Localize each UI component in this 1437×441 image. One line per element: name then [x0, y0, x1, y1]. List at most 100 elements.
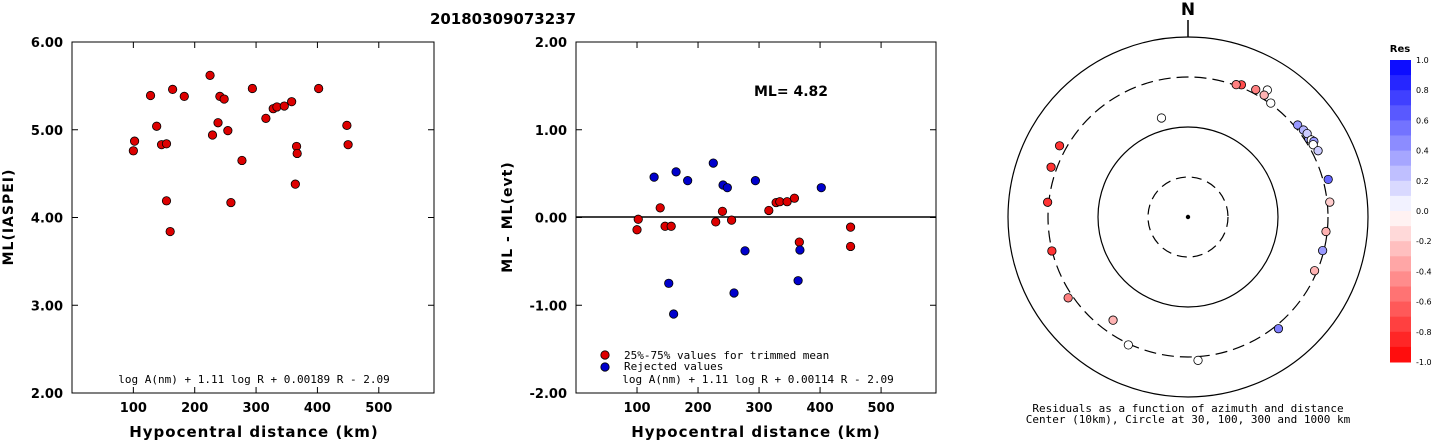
x-tick-label: 400 [304, 401, 331, 416]
rejected-point [671, 167, 681, 177]
data-point [219, 94, 229, 104]
station-marker [1251, 85, 1261, 95]
station-marker [1273, 324, 1284, 334]
trimmed-point [764, 205, 774, 216]
rejected-point [664, 278, 674, 288]
ring-300km [1047, 76, 1329, 358]
data-point [226, 197, 236, 208]
station-marker [1156, 113, 1167, 123]
station-marker [1293, 120, 1303, 130]
colorbar-tick-label: 0.0 [1416, 207, 1429, 216]
trimmed-point [666, 221, 676, 231]
y-tick-label: 0.00 [535, 212, 567, 227]
data-point [287, 97, 297, 107]
data-point [161, 139, 172, 149]
caption-line-2: Center (10km), Circle at 30, 100, 300 an… [1026, 413, 1351, 426]
trimmed-point [845, 222, 856, 232]
plot-frame [71, 41, 435, 394]
data-points [632, 158, 856, 319]
data-point [152, 121, 162, 131]
station-marker [1309, 266, 1320, 276]
colorbar-tick-label: -1.0 [1416, 358, 1432, 367]
colorbar-tick-label: -0.8 [1416, 328, 1432, 337]
data-point [342, 120, 352, 130]
colorbar-title: Res [1390, 44, 1410, 55]
trimmed-point [845, 241, 856, 252]
trimmed-point [794, 237, 804, 247]
x-axis-label: Hypocentral distance (km) [129, 423, 379, 441]
rejected-point [795, 245, 805, 255]
colorbar-segment [1390, 211, 1411, 227]
colorbar-segment [1390, 180, 1411, 197]
ring-100km [1097, 126, 1279, 308]
formula-label: log A(nm) + 1.11 log R + 0.00189 R - 2.0… [118, 373, 390, 386]
colorbar-segment [1390, 331, 1411, 348]
station-marker [1123, 340, 1133, 350]
colorbar-segment [1390, 271, 1411, 287]
magnitude-vs-distance-chart: 100 200 300 400 500 2.00 3.00 4.00 5.00 6.00 log … [1, 36, 435, 441]
y-tick-label: 2.00 [31, 387, 63, 402]
distance-rings [1007, 36, 1369, 398]
data-point [179, 91, 189, 102]
station-marker [1302, 128, 1312, 139]
azimuth-residual-chart: N Residuals as a function of azimuth and… [1007, 0, 1432, 426]
rejected-point [740, 246, 750, 256]
colorbar-segment [1390, 105, 1411, 121]
colorbar-segment [1390, 60, 1411, 76]
station-marker [1063, 293, 1073, 303]
event-title: 20180309073237 [430, 10, 576, 28]
data-point [314, 83, 324, 94]
colorbar-segment [1390, 75, 1411, 91]
data-point [247, 83, 257, 94]
axis-ticks: 100 200 300 400 500 2.00 3.00 4.00 5.00 6.00 [31, 36, 434, 416]
colorbar-segment [1390, 241, 1411, 257]
y-axis-label: ML(IASPEI) [1, 169, 17, 266]
data-point [207, 130, 218, 140]
trimmed-point [717, 206, 728, 216]
data-point [205, 70, 215, 80]
y-tick-label: 1.00 [535, 124, 567, 139]
residual-vs-distance-chart: 100 200 300 400 500 -2.00 -1.00 0.00 1.00 2.00 ML… [500, 36, 937, 441]
legend-swatch-rejected [600, 362, 610, 372]
station-marker [1266, 98, 1276, 108]
colorbar-tick-label: -0.2 [1416, 237, 1432, 246]
data-point [168, 84, 178, 94]
colorbar-segment [1390, 165, 1411, 182]
data-point [129, 136, 140, 146]
legend-label-trimmed: 25%-75% values for trimmed mean [624, 349, 829, 362]
colorbar-segment [1390, 226, 1411, 242]
station-marker [1321, 226, 1331, 237]
rejected-point [816, 183, 826, 193]
y-tick-label: 3.00 [31, 299, 63, 314]
center-dot [1185, 214, 1191, 220]
station-markers [1043, 80, 1335, 365]
legend-swatch-trimmed [600, 350, 610, 360]
colorbar-segment [1390, 256, 1411, 272]
x-tick-label: 300 [745, 401, 772, 416]
colorbar-segment [1390, 301, 1411, 318]
station-marker [1108, 315, 1118, 325]
station-marker [1318, 245, 1328, 256]
station-marker [1231, 80, 1241, 90]
y-tick-label: -1.00 [530, 299, 567, 314]
trimmed-point [633, 214, 643, 224]
x-tick-label: 200 [684, 401, 711, 416]
y-tick-label: -2.00 [530, 387, 567, 402]
station-marker [1323, 174, 1333, 185]
north-label: N [1181, 0, 1195, 20]
x-tick-label: 500 [365, 401, 392, 416]
x-tick-label: 300 [242, 401, 269, 416]
colorbar-tick-label: 0.4 [1416, 147, 1429, 156]
colorbar-segment [1390, 195, 1411, 212]
trimmed-point [782, 197, 792, 207]
trimmed-point [655, 203, 665, 213]
ring-30km [1147, 176, 1229, 258]
x-tick-label: 500 [868, 401, 895, 416]
colorbar-segment [1390, 346, 1411, 363]
axis-ticks: 100 200 300 400 500 -2.00 -1.00 0.00 1.00 2.00 [530, 36, 936, 416]
ring-1000km [1007, 36, 1369, 398]
data-point [343, 140, 353, 150]
station-marker [1047, 246, 1057, 256]
x-tick-label: 100 [120, 401, 147, 416]
